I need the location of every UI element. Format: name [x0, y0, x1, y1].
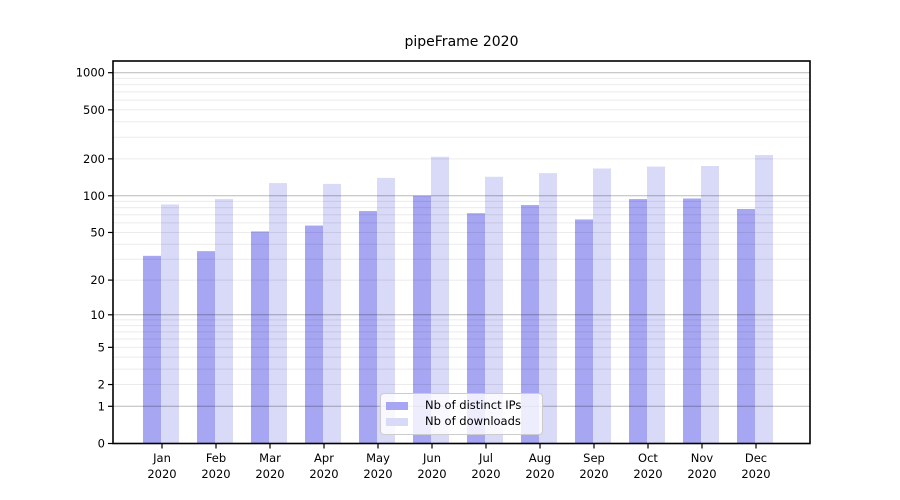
bar-jul-downloads — [485, 176, 503, 444]
bar-feb-downloads — [215, 199, 233, 444]
bar-apr-ips — [305, 225, 323, 444]
x-tick-label-month: Jun — [422, 451, 441, 465]
y-tick-label: 0 — [98, 437, 105, 451]
x-tick-label-year: 2020 — [417, 467, 446, 481]
bar-sep-downloads — [593, 168, 611, 444]
bar-may-downloads — [377, 177, 395, 444]
y-tick-label: 50 — [90, 225, 105, 239]
x-tick-label-year: 2020 — [741, 467, 770, 481]
x-tick-label-year: 2020 — [633, 467, 662, 481]
bar-jan-ips — [143, 255, 161, 444]
bars-series-downloads — [161, 155, 773, 444]
x-tick-label-year: 2020 — [147, 467, 176, 481]
y-tick-label: 1 — [98, 399, 105, 413]
x-axis: Jan 2020 Feb 2020 Mar 2020 Apr 2020 May 2020 Jun 20… — [147, 443, 771, 481]
x-tick-label-year: 2020 — [525, 467, 554, 481]
legend-item-downloads: Nb of downloads — [386, 416, 534, 428]
bars-series-distinct-ips — [143, 195, 755, 444]
x-tick-label-year: 2020 — [687, 467, 716, 481]
gridlines — [113, 72, 810, 407]
plot-frame — [112, 60, 811, 445]
y-tick-label: 5 — [98, 340, 105, 354]
x-tick-label-year: 2020 — [309, 467, 338, 481]
bar-jun-downloads — [431, 156, 449, 444]
y-tick-label: 1000 — [76, 66, 105, 80]
bar-may-ips — [359, 211, 377, 444]
y-tick-label: 200 — [83, 152, 105, 166]
x-tick-label-year: 2020 — [579, 467, 608, 481]
bar-nov-ips — [683, 198, 701, 444]
x-tick-label-year: 2020 — [255, 467, 284, 481]
x-tick-label-year: 2020 — [201, 467, 230, 481]
y-tick-label: 500 — [83, 103, 105, 117]
legend: Nb of distinct IPs Nb of downloads — [380, 393, 543, 435]
bar-aug-downloads — [539, 173, 557, 444]
y-tick-label: 20 — [90, 273, 105, 287]
legend-item-distinct-ips: Nb of distinct IPs — [386, 400, 534, 412]
bar-jan-downloads — [161, 204, 179, 444]
bar-mar-ips — [251, 231, 269, 444]
bar-aug-ips — [521, 205, 539, 444]
y-tick-label: 10 — [90, 308, 105, 322]
x-tick-label-month: Jul — [478, 451, 493, 465]
legend-label-distinct-ips: Nb of distinct IPs — [425, 398, 522, 413]
legend-swatch-downloads — [386, 418, 408, 426]
x-tick-label-year: 2020 — [363, 467, 392, 481]
x-tick-label-month: Nov — [691, 451, 714, 465]
bar-jul-ips — [467, 213, 485, 444]
x-tick-label-month: Apr — [314, 451, 334, 465]
y-tick-label: 2 — [98, 378, 105, 392]
y-tick-label: 100 — [83, 189, 105, 203]
x-tick-label-month: May — [366, 451, 390, 465]
x-tick-label-month: Dec — [745, 451, 767, 465]
x-tick-label-month: Aug — [529, 451, 551, 465]
bar-dec-ips — [737, 208, 755, 444]
x-tick-label-year: 2020 — [471, 467, 500, 481]
x-tick-label-month: Mar — [259, 451, 281, 465]
bar-jun-ips — [413, 195, 431, 444]
legend-label-downloads: Nb of downloads — [425, 414, 521, 429]
x-tick-label-month: Oct — [638, 451, 658, 465]
bar-dec-downloads — [755, 155, 773, 444]
bar-feb-ips — [197, 251, 215, 444]
bar-apr-downloads — [323, 183, 341, 444]
x-tick-label-month: Sep — [583, 451, 605, 465]
bar-oct-ips — [629, 199, 647, 444]
chart-title: pipeFrame 2020 — [404, 34, 519, 50]
bar-oct-downloads — [647, 166, 665, 444]
x-tick-label-month: Jan — [152, 451, 171, 465]
bar-mar-downloads — [269, 183, 287, 444]
bar-nov-downloads — [701, 165, 719, 444]
bar-sep-ips — [575, 219, 593, 444]
x-tick-label-month: Feb — [206, 451, 226, 465]
bars — [143, 155, 773, 444]
legend-swatch-distinct-ips — [386, 402, 408, 410]
